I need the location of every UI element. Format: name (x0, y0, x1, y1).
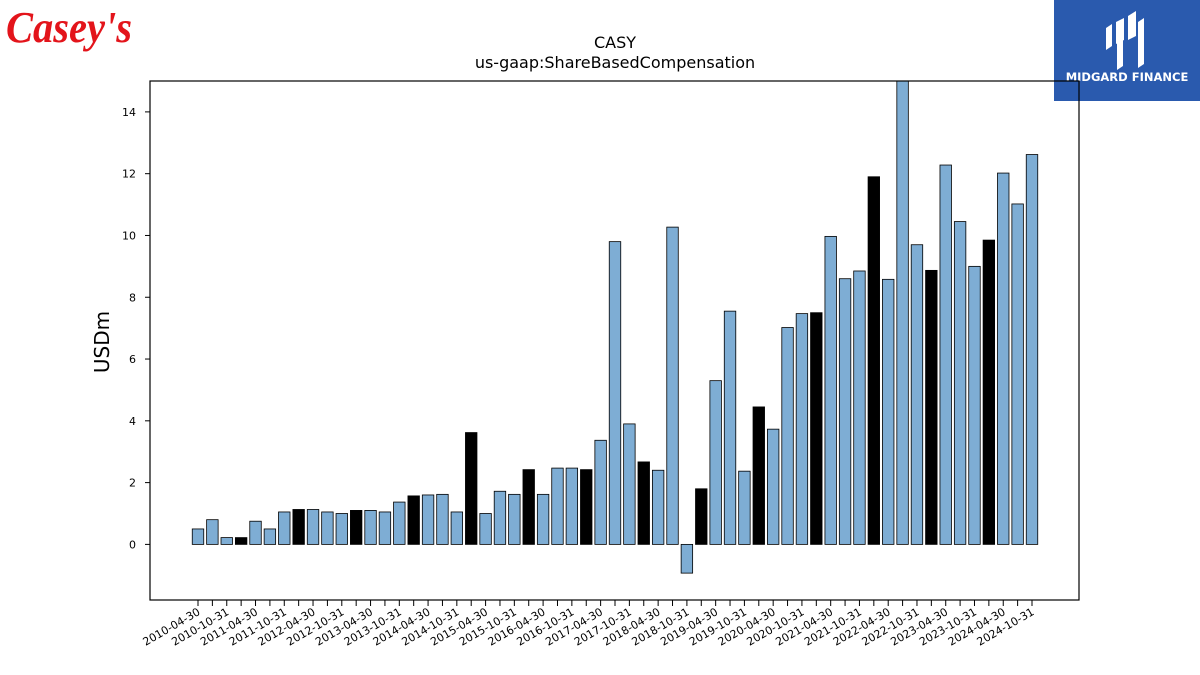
y-tick-label: 14 (122, 106, 136, 119)
bar-2024-07-31 (1011, 203, 1024, 545)
x-axis-ticks: 2010-04-302010-10-312011-04-302011-10-31… (141, 600, 1037, 649)
bar-2015-01-31 (465, 432, 478, 545)
bars-group (191, 80, 1039, 574)
bar-2011-04-30 (249, 520, 262, 545)
bar-2014-04-30 (421, 494, 435, 545)
y-tick-label: 8 (129, 291, 136, 304)
bar-2020-10-31 (795, 313, 809, 545)
bar-2015-04-30 (479, 513, 492, 545)
bar-2018-10-31 (680, 543, 694, 574)
bar-2021-07-31 (838, 278, 852, 545)
y-tick-label: 6 (129, 353, 136, 366)
bar-2021-04-30 (824, 235, 837, 545)
bar-2021-10-31 (853, 270, 866, 545)
midgard-emblem-icon (1106, 11, 1144, 70)
bar-2023-10-31 (968, 265, 981, 545)
bar-2018-04-30 (651, 469, 665, 545)
bar-2014-01-31 (407, 495, 420, 545)
y-axis-label: USDm (90, 311, 114, 373)
bar-2024-04-30 (997, 172, 1010, 545)
caseys-logo-text: Casey's (6, 3, 132, 52)
y-axis-ticks: 0 2 4 6 8 10 12 14 (122, 106, 150, 551)
y-tick-label: 10 (122, 229, 136, 242)
bar-2016-04-30 (536, 493, 550, 545)
bar-2024-10-31 (1025, 154, 1039, 545)
bar-2016-01-31 (522, 469, 535, 545)
bar-2023-07-31 (953, 221, 967, 545)
y-tick-label: 4 (129, 415, 136, 428)
bar-2018-07-31 (666, 226, 679, 545)
bar-2022-10-31 (910, 244, 924, 545)
bar-2020-07-31 (781, 327, 794, 545)
bar-2019-07-31 (723, 310, 737, 545)
bar-2018-01-31 (637, 461, 650, 545)
bar-2017-10-31 (623, 423, 636, 545)
midgard-finance-logo: MIDGARD FINANCE (1054, 0, 1200, 101)
bar-2012-10-31 (335, 513, 348, 545)
bar-2019-01-31 (695, 488, 708, 545)
y-tick-label: 2 (129, 477, 136, 490)
bar-2017-07-31 (608, 241, 622, 545)
y-tick-label: 12 (122, 168, 136, 181)
bar-2022-07-31 (896, 80, 909, 545)
bar-2010-04-30 (191, 528, 205, 545)
y-tick-label: 0 (129, 538, 136, 551)
bar-2013-04-30 (364, 510, 377, 545)
bar-2022-01-31 (867, 176, 880, 545)
bar-2021-01-31 (810, 312, 823, 545)
bar-2023-04-30 (939, 164, 952, 545)
bar-2019-04-30 (709, 380, 722, 545)
bar-2014-07-31 (436, 493, 449, 545)
bar-2012-01-31 (292, 509, 305, 545)
bar-2017-01-31 (580, 469, 593, 545)
bar-2010-07-31 (206, 519, 219, 545)
bar-2017-04-30 (594, 439, 607, 545)
bar-2022-04-30 (882, 278, 895, 545)
bar-2015-10-31 (508, 493, 521, 545)
chart-subtitle: us-gaap:ShareBasedCompensation (475, 53, 755, 72)
midgard-logo-text: MIDGARD FINANCE (1066, 70, 1189, 84)
bar-2012-04-30 (306, 509, 320, 545)
bar-2016-07-31 (551, 467, 564, 545)
bar-2016-10-31 (565, 467, 579, 545)
bar-2020-01-31 (752, 406, 765, 545)
chart-title: CASY (594, 33, 636, 52)
bar-2019-10-31 (738, 470, 751, 545)
bar-2013-07-31 (378, 511, 392, 545)
caseys-logo: Casey's (4, 2, 136, 58)
bar-2011-07-31 (263, 528, 277, 545)
bar-2010-10-31 (220, 537, 233, 545)
bar-2020-04-30 (767, 428, 780, 545)
bar-2011-10-31 (278, 511, 291, 545)
plot-frame (149, 80, 1080, 601)
bar-2014-10-31 (450, 511, 463, 545)
bar-2023-01-31 (925, 269, 938, 545)
bar-2024-01-31 (982, 239, 996, 545)
bar-2013-01-31 (350, 510, 363, 545)
bar-2012-07-31 (321, 511, 334, 545)
bar-2015-07-31 (493, 490, 507, 545)
bar-2013-10-31 (393, 501, 406, 545)
bar-2011-01-31 (234, 537, 248, 545)
